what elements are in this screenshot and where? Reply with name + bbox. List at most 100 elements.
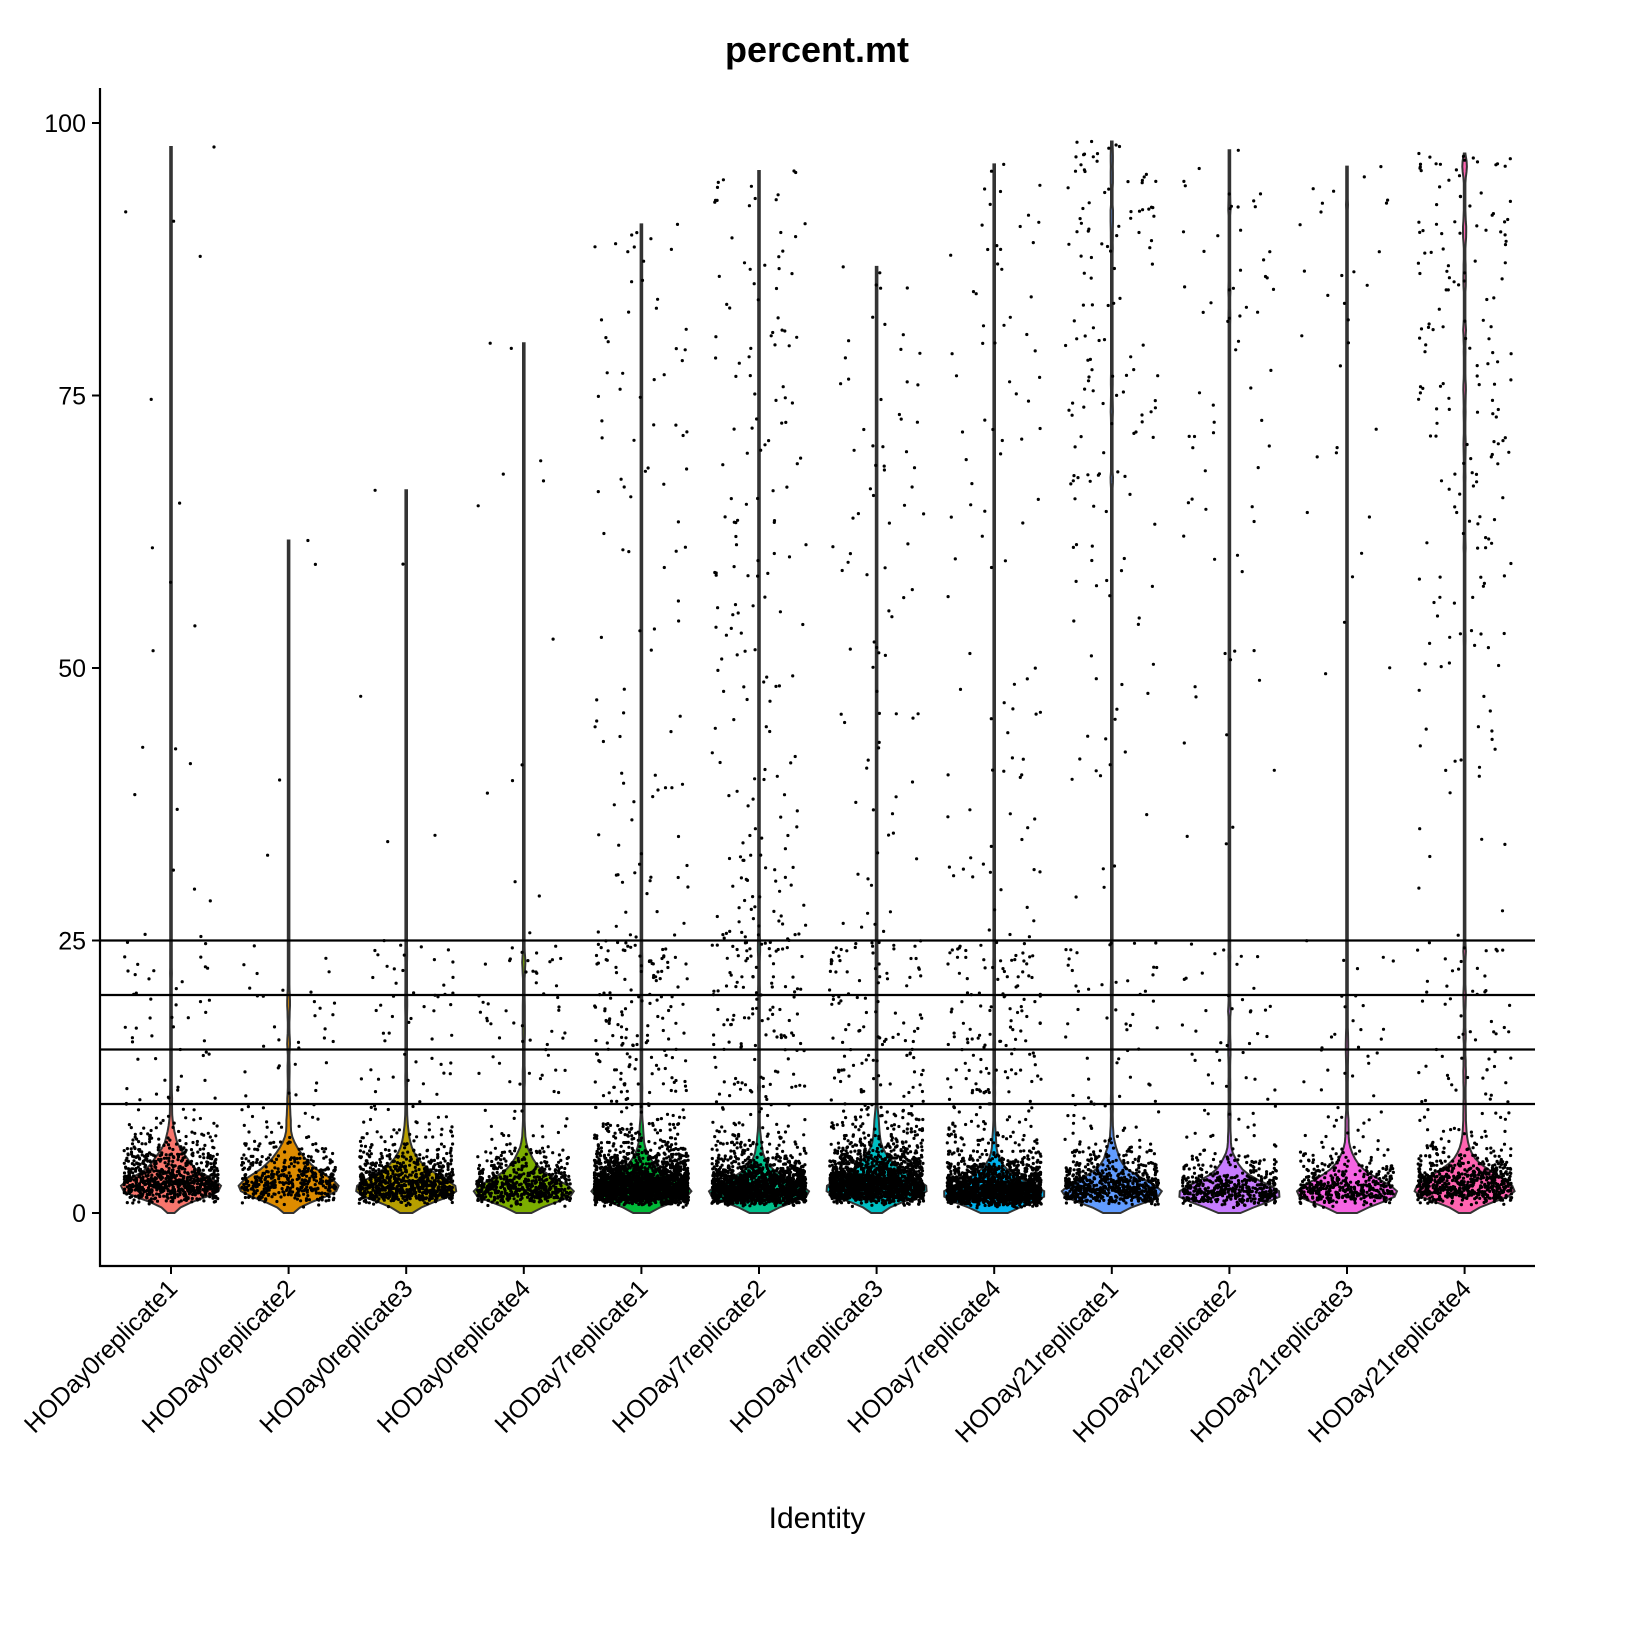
data-point [544,1194,548,1198]
data-point [320,1191,324,1195]
data-point [166,1136,170,1140]
data-point [437,1169,441,1173]
data-point [282,1161,286,1165]
data-point [490,1159,494,1164]
data-point [513,880,517,884]
data-point [361,1182,366,1187]
data-point [369,1068,373,1072]
data-point [186,1181,190,1185]
data-point [413,1165,417,1169]
data-point [210,1139,214,1143]
data-point [447,1175,452,1179]
plot-area [100,139,1535,1214]
data-point [171,1180,175,1184]
data-point [478,1177,482,1181]
data-point [296,1161,300,1165]
data-point [420,1171,424,1175]
data-point [122,1190,127,1194]
data-point [370,1143,374,1147]
data-point [638,1145,642,1149]
data-point [292,1164,296,1168]
data-point [539,1199,543,1203]
data-point [489,1194,493,1198]
data-point [287,1165,291,1169]
data-point [601,739,606,744]
data-point [373,1107,377,1111]
data-point [531,1194,536,1198]
data-point [300,1178,304,1182]
data-point [198,1116,202,1121]
data-point [320,1179,325,1183]
data-point [303,1165,307,1169]
data-point [518,1082,522,1086]
data-point [211,1154,215,1158]
data-point [538,1151,542,1155]
data-point [313,1014,317,1018]
data-point [661,1139,665,1143]
data-point [638,862,642,866]
data-point [195,1182,200,1186]
data-point [530,1182,534,1186]
data-point [628,1055,632,1059]
data-point [122,1183,126,1187]
data-point [143,1182,147,1187]
data-point [179,1145,183,1149]
data-point [187,1185,191,1189]
data-point [301,1152,305,1156]
data-point [519,1202,523,1207]
data-point [431,1135,435,1139]
data-point [304,1179,308,1183]
data-point [442,1188,446,1192]
data-point [494,1191,498,1195]
data-point [445,1151,449,1156]
data-point [616,1124,620,1128]
data-point [640,1151,644,1155]
data-point [549,1186,553,1190]
data-point [278,1140,283,1144]
data-point [257,1144,261,1148]
data-point [607,1091,611,1095]
data-point [647,1140,651,1144]
data-point [173,1194,177,1198]
data-point [154,1126,158,1130]
data-point [243,1195,247,1200]
data-point [450,1167,454,1171]
data-point [436,1179,440,1183]
data-point [188,762,192,766]
data-point [534,1189,538,1193]
data-point [535,1150,539,1155]
data-point [450,1200,454,1205]
data-point [243,1191,247,1195]
data-point [643,469,648,473]
data-point [262,1044,266,1048]
data-point [287,1191,291,1195]
data-point [439,1161,443,1165]
data-point [640,1173,645,1177]
data-point [541,1135,545,1139]
data-point [242,1153,246,1157]
data-point [524,970,528,974]
data-point [143,932,147,937]
data-point [561,1148,565,1152]
data-point [622,1149,626,1153]
data-point [211,1194,215,1198]
data-point [215,1152,219,1156]
data-point [626,250,630,254]
data-point [311,1159,315,1163]
data-point [439,1062,443,1066]
data-point [174,747,178,751]
data-point [281,1190,285,1194]
data-point [133,1132,137,1136]
data-point [199,934,203,939]
data-point [646,1024,650,1028]
data-point [281,988,285,992]
data-point [432,1158,436,1162]
data-point [134,1167,138,1172]
data-point [617,843,621,847]
data-point [257,1176,261,1180]
data-point [142,1126,146,1130]
data-point [364,1163,368,1167]
data-point [207,998,211,1002]
data-point [595,962,599,966]
data-point [363,1144,368,1148]
